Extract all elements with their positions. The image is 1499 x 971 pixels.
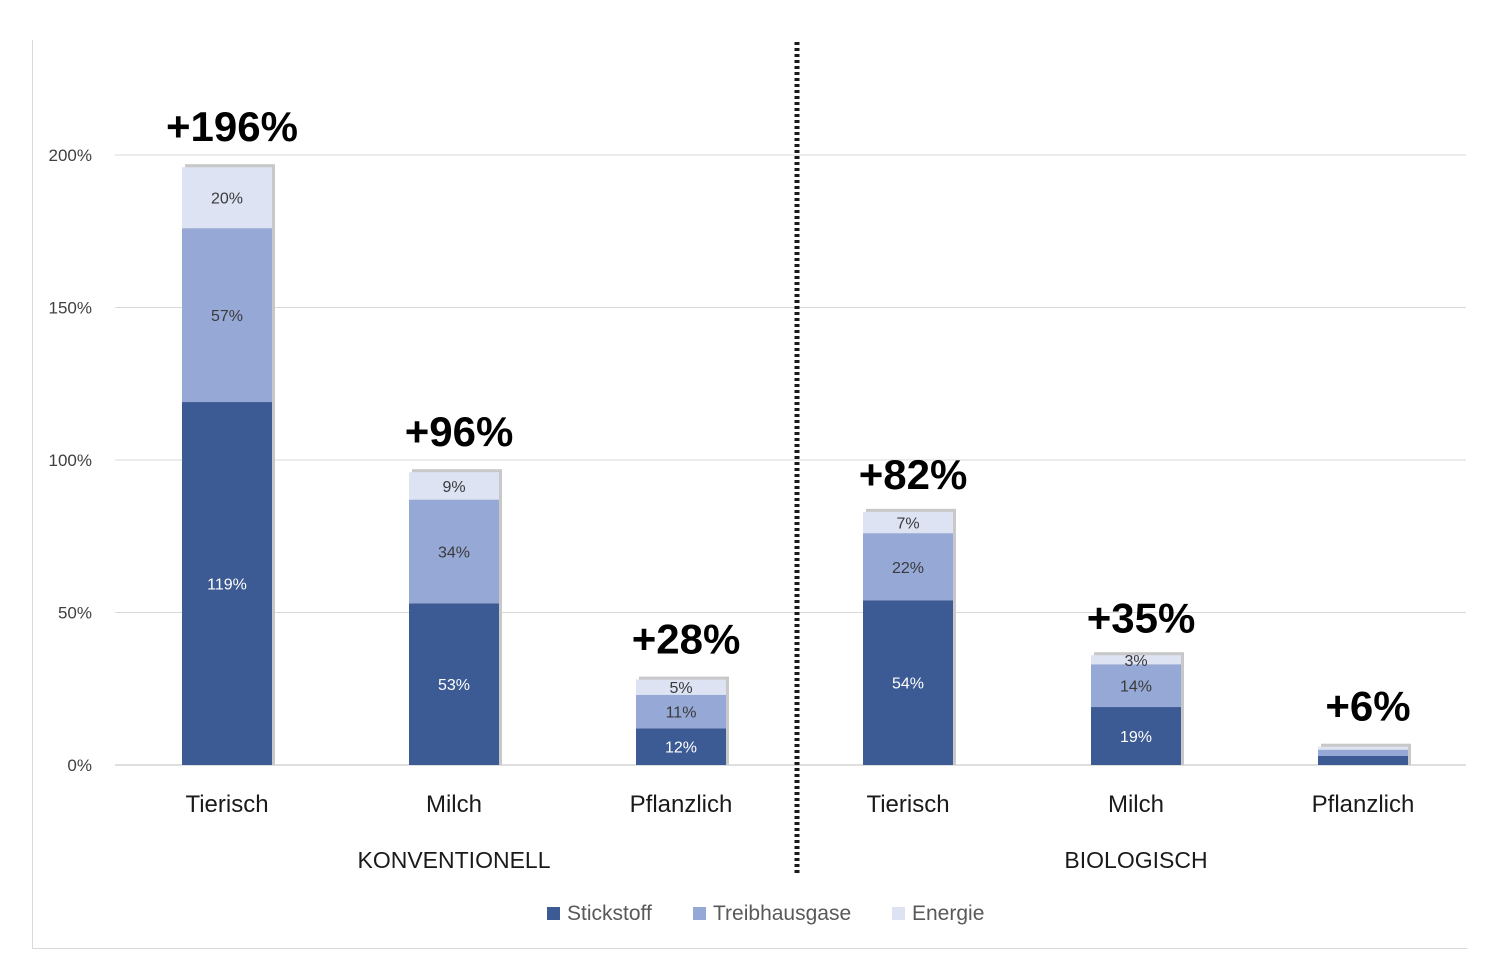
bar-segment-treibhausgase: [863, 533, 953, 601]
y-tick-label: 150%: [49, 299, 92, 318]
legend-swatch-stickstoff: [547, 907, 560, 920]
legend-swatch-treibhausgase: [693, 907, 706, 920]
category-label: Pflanzlich: [630, 791, 733, 818]
bar-segment-stickstoff: [636, 728, 726, 765]
bar-segment-label: 12%: [665, 740, 697, 757]
bar-segment-stickstoff: [409, 603, 499, 765]
bar-segment-label: 119%: [207, 577, 247, 594]
y-tick-label: 200%: [49, 146, 92, 165]
group-label: KONVENTIONELL: [358, 847, 551, 873]
y-tick-label: 0%: [67, 756, 92, 775]
legend-swatch-energie: [892, 907, 905, 920]
bar-segment-label: 19%: [1120, 729, 1152, 746]
group-label: BIOLOGISCH: [1064, 847, 1207, 873]
bar-segment-stickstoff: [182, 402, 272, 765]
bar-segment-treibhausgase: [182, 228, 272, 403]
bar-segment-label: 53%: [438, 677, 470, 694]
bar-segment-treibhausgase: [409, 499, 499, 604]
bar-segment-label: 11%: [666, 705, 697, 722]
bar-segment-label: 34%: [438, 545, 470, 562]
bar-segment-energie: [1318, 746, 1408, 750]
category-label: Milch: [426, 791, 482, 818]
bar-segment-stickstoff: [1318, 755, 1408, 765]
bar-segment-label: 14%: [1120, 679, 1152, 696]
bar-segment-treibhausgase: [1091, 664, 1181, 708]
bar-total-label: +6%: [1325, 683, 1410, 730]
bar-segment-energie: [863, 511, 953, 534]
bar-segment-label: 54%: [892, 676, 924, 693]
bar-segment-energie: [182, 167, 272, 229]
chart-frame: [32, 40, 1467, 949]
bar-total-label: +35%: [1087, 594, 1196, 641]
bar-segment-label: 57%: [211, 308, 243, 325]
legend-label: Energie: [912, 902, 984, 925]
bar-segment-treibhausgase: [636, 694, 726, 729]
bar-segment-energie: [1091, 655, 1181, 665]
bar-segment-label: 22%: [892, 560, 924, 577]
bar-segment-treibhausgase: [1318, 749, 1408, 756]
category-label: Tierisch: [866, 791, 949, 818]
legend-label: Stickstoff: [567, 902, 652, 925]
bar-segment-energie: [636, 679, 726, 695]
bar-segment-stickstoff: [1091, 707, 1181, 765]
bar-segment-label: 20%: [211, 191, 243, 208]
bar-segment-energie: [409, 472, 499, 500]
bar-total-label: +28%: [632, 616, 741, 663]
bar-segment-label: 9%: [442, 479, 465, 496]
bar-segment-stickstoff: [863, 600, 953, 765]
bar-total-label: +96%: [405, 408, 514, 455]
category-label: Tierisch: [185, 791, 268, 818]
y-tick-label: 100%: [49, 451, 92, 470]
bar-total-label: +196%: [166, 103, 298, 150]
legend-label: Treibhausgase: [713, 902, 851, 925]
category-label: Pflanzlich: [1312, 791, 1415, 818]
bar-total-label: +82%: [859, 451, 968, 498]
y-tick-label: 50%: [58, 604, 92, 623]
bar-segment-label: 7%: [896, 516, 919, 533]
bar-segment-label: 3%: [1124, 653, 1147, 670]
bar-segment-label: 5%: [669, 680, 692, 697]
category-label: Milch: [1108, 791, 1164, 818]
